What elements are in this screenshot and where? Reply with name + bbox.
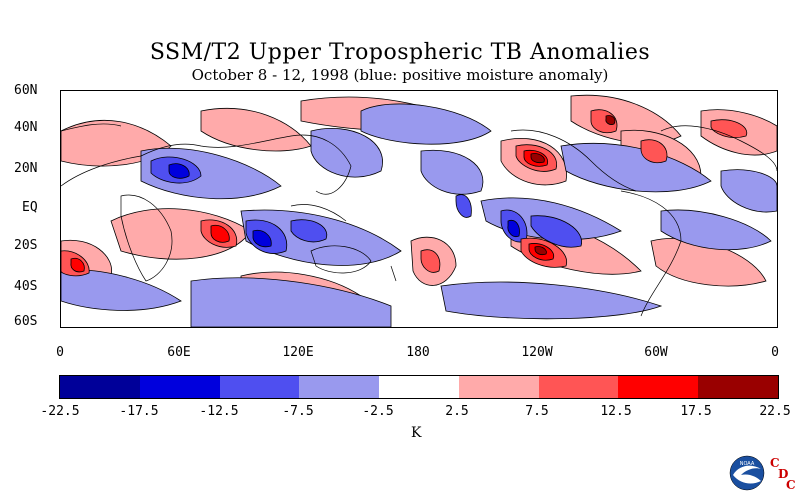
lat-label-40n: 40N bbox=[14, 120, 38, 135]
anomaly-region bbox=[507, 219, 520, 238]
colorbar-swatch bbox=[379, 376, 459, 398]
colorbar-tick: 17.5 bbox=[680, 404, 712, 419]
colorbar-tick: -22.5 bbox=[40, 404, 80, 419]
lon-label-120e: 120E bbox=[282, 345, 314, 360]
anomaly-map bbox=[60, 90, 778, 328]
anomaly-region bbox=[534, 246, 547, 256]
lat-label-20s: 20S bbox=[14, 238, 38, 253]
colorbar-tick: -2.5 bbox=[362, 404, 394, 419]
anomaly-region bbox=[310, 128, 383, 178]
lon-label-0-end: 0 bbox=[771, 345, 779, 360]
lon-label-180: 180 bbox=[406, 345, 430, 360]
colorbar-tick: 2.5 bbox=[445, 404, 469, 419]
lon-label-60e: 60E bbox=[167, 345, 191, 360]
colorbar-tick: -17.5 bbox=[119, 404, 159, 419]
colorbar-swatch bbox=[618, 376, 699, 398]
anomaly-region bbox=[200, 107, 312, 152]
anomaly-contours bbox=[61, 94, 777, 327]
coastlines bbox=[61, 123, 777, 317]
lat-label-20n: 20N bbox=[14, 161, 38, 176]
anomaly-region bbox=[530, 153, 545, 164]
chart-subtitle: October 8 - 12, 1998 (blue: positive moi… bbox=[191, 66, 609, 84]
anomaly-region bbox=[252, 229, 272, 248]
anomaly-region bbox=[640, 139, 668, 164]
anomaly-region bbox=[360, 103, 492, 145]
anomaly-region bbox=[560, 143, 712, 193]
noaa-logo-icon: NOAA bbox=[729, 455, 765, 491]
anomaly-region bbox=[290, 219, 328, 243]
lat-label-eq: EQ bbox=[22, 200, 38, 215]
anomaly-region bbox=[420, 249, 441, 273]
lat-label-40s: 40S bbox=[14, 279, 38, 294]
anomaly-region bbox=[190, 277, 392, 327]
lat-label-60n: 60N bbox=[14, 83, 38, 98]
chart-title: SSM/T2 Upper Tropospheric TB Anomalies bbox=[149, 40, 651, 65]
anomaly-region bbox=[660, 209, 772, 251]
logo-text: NOAA bbox=[740, 461, 755, 467]
anomaly-region bbox=[210, 224, 230, 243]
colorbar-tick: -7.5 bbox=[282, 404, 314, 419]
colorbar-swatch bbox=[139, 376, 220, 398]
lon-label-0: 0 bbox=[56, 345, 64, 360]
anomaly-region bbox=[720, 169, 777, 213]
colorbar-tick: -12.5 bbox=[199, 404, 239, 419]
anomaly-region bbox=[440, 281, 663, 320]
colorbar-swatch bbox=[299, 376, 380, 398]
cdc-letter-c1: C bbox=[770, 456, 780, 470]
lon-label-60w: 60W bbox=[644, 345, 668, 360]
cdc-letter-d: D bbox=[778, 467, 789, 481]
anomaly-region bbox=[61, 269, 182, 311]
colorbar-unit: K bbox=[411, 425, 422, 441]
cdc-letter-c2: C bbox=[786, 478, 796, 492]
lat-label-60s: 60S bbox=[14, 314, 38, 329]
anomaly-region bbox=[168, 163, 190, 179]
anomaly-region bbox=[455, 194, 472, 218]
lon-label-120w: 120W bbox=[521, 345, 553, 360]
anomaly-region bbox=[70, 257, 85, 273]
colorbar-tick: 7.5 bbox=[525, 404, 549, 419]
anomaly-region bbox=[605, 115, 616, 125]
colorbar-swatch bbox=[458, 376, 539, 398]
colorbar-swatch bbox=[219, 376, 300, 398]
colorbar-swatch bbox=[698, 376, 779, 398]
colorbar-tick: 22.5 bbox=[759, 404, 791, 419]
colorbar bbox=[59, 375, 779, 399]
anomaly-region bbox=[420, 149, 484, 195]
colorbar-tick: 12.5 bbox=[600, 404, 632, 419]
colorbar-swatch bbox=[538, 376, 619, 398]
colorbar-swatch bbox=[60, 376, 140, 398]
anomaly-region bbox=[530, 215, 582, 248]
